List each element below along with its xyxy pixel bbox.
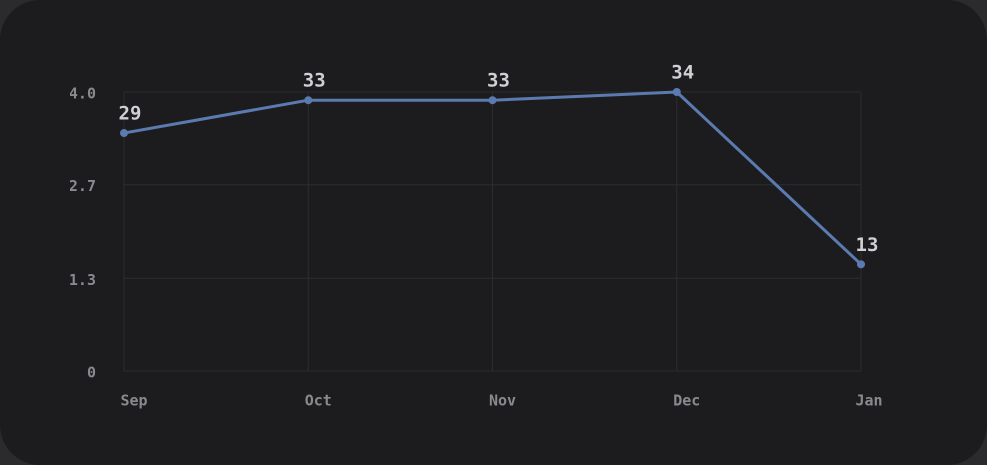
data-label: 13: [856, 234, 879, 256]
y-tick-label: 0: [87, 364, 96, 382]
x-tick-label: Jan: [855, 392, 882, 410]
point: [120, 129, 128, 138]
point: [672, 88, 681, 96]
data-label: 34: [671, 62, 694, 84]
y-labels: 0 11.3 22.7 34.0: [60, 85, 96, 382]
data-label: 33: [487, 70, 510, 92]
x-tick-label: Oct: [305, 392, 332, 410]
x-tick-label: Nov: [489, 392, 516, 410]
x-tick-label: Dec: [673, 392, 700, 410]
y-tick-label: 22.7: [60, 177, 96, 195]
x-tick-label: Sep: [120, 392, 147, 410]
point: [304, 96, 313, 105]
data-label: 29: [119, 103, 142, 125]
y-tick-label: 11.3: [60, 271, 96, 289]
data-label: 33: [303, 70, 326, 92]
y-tick-label: 34.0: [60, 85, 96, 103]
point: [857, 260, 865, 269]
point: [488, 96, 497, 105]
